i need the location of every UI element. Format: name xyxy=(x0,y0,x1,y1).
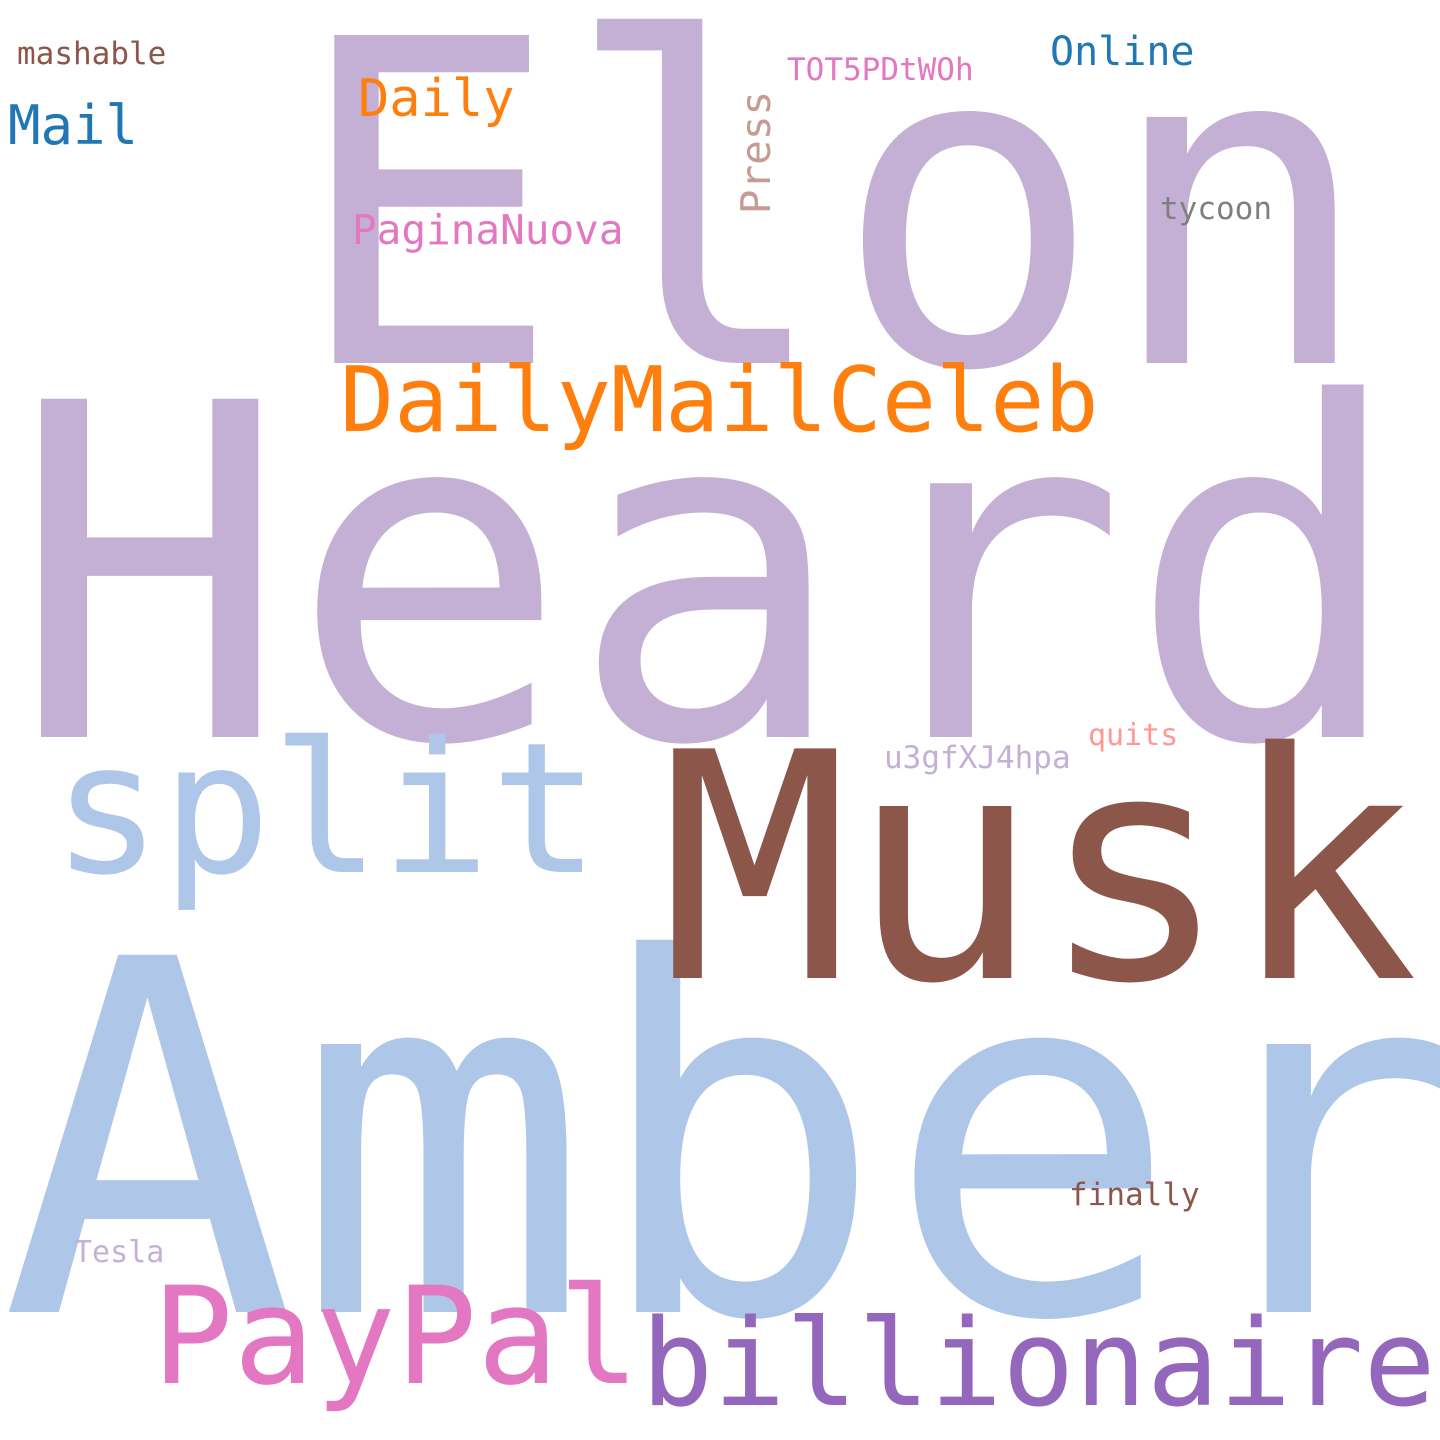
word-online: Online xyxy=(1050,29,1195,75)
word-daily: Daily xyxy=(358,69,515,129)
word-tot5pdtwoh: TOT5PDtWOh xyxy=(787,52,974,88)
word-tesla: Tesla xyxy=(74,1235,165,1270)
word-heard: Heard xyxy=(10,307,1407,847)
word-mashable: mashable xyxy=(17,36,167,72)
word-split: split xyxy=(52,703,600,915)
word-tycoon: tycoon xyxy=(1160,191,1272,227)
word-u3gfxj4hpa: u3gfXJ4hpa xyxy=(884,740,1071,776)
word-dailymailceleb: DailyMailCeleb xyxy=(340,348,1099,453)
word-elon: Elon xyxy=(291,0,1375,470)
word-amber: Amber xyxy=(0,857,1440,1428)
word-quits: quits xyxy=(1088,718,1179,753)
word-billionaire: billionaire xyxy=(641,1295,1436,1434)
word-paypal: PayPal xyxy=(152,1258,640,1415)
word-musk: Musk xyxy=(660,687,1419,1053)
word-mail: Mail xyxy=(8,94,139,157)
word-finally: finally xyxy=(1069,1177,1200,1213)
word-press: Press xyxy=(732,90,781,215)
word-paginanuova: PaginaNuova xyxy=(352,206,624,254)
